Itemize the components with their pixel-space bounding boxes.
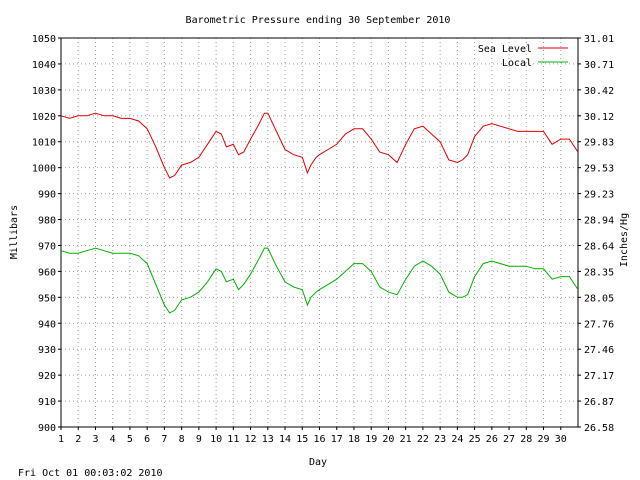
y2-tick-label: 28.64 xyxy=(584,241,614,252)
x-tick-label: 18 xyxy=(348,434,360,445)
x-tick-label: 29 xyxy=(538,434,550,445)
x-axis-ticks: 1 2 3 4 5 6 7 8 9 10 11 12 13 14 15 16 17 18 19 20 21 22 23 24 2… xyxy=(58,427,567,445)
chart-title: Barometric Pressure ending 30 September … xyxy=(186,15,451,26)
y-tick-label: 1000 xyxy=(32,164,56,175)
y-axis-label: Millibars xyxy=(9,205,20,259)
series-line-local xyxy=(60,247,579,314)
y2-axis-label: Inches/Hg xyxy=(619,213,630,267)
y2-tick-label: 30.12 xyxy=(584,112,614,123)
y-tick-label: 980 xyxy=(38,216,56,227)
series-layer xyxy=(60,112,579,314)
x-tick-label: 8 xyxy=(179,434,185,445)
y2-tick-label: 27.46 xyxy=(584,345,614,356)
y-tick-label: 940 xyxy=(38,319,56,330)
x-tick-label: 16 xyxy=(313,434,325,445)
x-tick-label: 25 xyxy=(469,434,481,445)
y-tick-label: 970 xyxy=(38,241,56,252)
y2-tick-label: 29.53 xyxy=(584,164,614,175)
y-tick-label: 920 xyxy=(38,371,56,382)
x-axis-label: Day xyxy=(309,457,327,468)
x-tick-label: 11 xyxy=(227,434,239,445)
y2-tick-label: 27.76 xyxy=(584,319,614,330)
y2-tick-label: 28.94 xyxy=(584,216,614,227)
legend-label-sea-level: Sea Level xyxy=(478,44,532,55)
x-tick-label: 14 xyxy=(279,434,291,445)
y-tick-label: 1010 xyxy=(32,138,56,149)
y2-tick-label: 26.58 xyxy=(584,423,614,434)
x-tick-label: 9 xyxy=(196,434,202,445)
x-tick-label: 21 xyxy=(400,434,412,445)
x-tick-label: 22 xyxy=(417,434,429,445)
x-tick-label: 15 xyxy=(296,434,308,445)
y2-tick-label: 27.17 xyxy=(584,371,614,382)
y2-tick-label: 28.05 xyxy=(584,293,614,304)
x-tick-label: 23 xyxy=(434,434,446,445)
y-tick-label: 1020 xyxy=(32,112,56,123)
y2-tick-label: 28.35 xyxy=(584,267,614,278)
x-tick-label: 26 xyxy=(486,434,498,445)
x-tick-label: 6 xyxy=(144,434,150,445)
x-tick-label: 24 xyxy=(451,434,463,445)
x-tick-label: 28 xyxy=(520,434,532,445)
plot-frame xyxy=(60,37,579,428)
y-tick-label: 910 xyxy=(38,397,56,408)
y-tick-label: 950 xyxy=(38,293,56,304)
x-tick-label: 19 xyxy=(365,434,377,445)
x-tick-label: 20 xyxy=(382,434,394,445)
y-tick-label: 960 xyxy=(38,267,56,278)
x-tick-label: 4 xyxy=(110,434,116,445)
y2-axis-ticks: 26.58 26.87 27.17 27.46 27.76 28.05 28.35 28.64… xyxy=(578,34,614,434)
x-tick-label: 2 xyxy=(75,434,81,445)
grid-lines xyxy=(61,38,578,427)
x-tick-label: 13 xyxy=(262,434,274,445)
x-tick-label: 30 xyxy=(555,434,567,445)
legend-label-local: Local xyxy=(502,58,532,69)
y2-tick-label: 30.42 xyxy=(584,86,614,97)
generated-timestamp: Fri Oct 01 00:03:02 2010 xyxy=(18,468,163,479)
x-tick-label: 1 xyxy=(58,434,64,445)
y-tick-label: 1030 xyxy=(32,86,56,97)
x-tick-label: 17 xyxy=(331,434,343,445)
x-tick-label: 7 xyxy=(161,434,167,445)
x-tick-label: 27 xyxy=(503,434,515,445)
y-tick-label: 990 xyxy=(38,190,56,201)
x-tick-label: 10 xyxy=(210,434,222,445)
x-tick-label: 12 xyxy=(245,434,257,445)
series-line-sea-level xyxy=(60,112,579,179)
x-tick-label: 3 xyxy=(92,434,98,445)
y-tick-label: 1050 xyxy=(32,34,56,45)
y-axis-ticks: 900 910 920 930 940 950 960 970 980 990 1000 1010 10… xyxy=(32,34,61,434)
y2-tick-label: 30.71 xyxy=(584,60,614,71)
y2-tick-label: 31.01 xyxy=(584,34,614,45)
y-tick-label: 1040 xyxy=(32,60,56,71)
y-tick-label: 930 xyxy=(38,345,56,356)
y2-tick-label: 29.23 xyxy=(584,190,614,201)
y2-tick-label: 29.83 xyxy=(584,138,614,149)
y2-tick-label: 26.87 xyxy=(584,397,614,408)
x-tick-label: 5 xyxy=(127,434,133,445)
legend: Sea Level Local xyxy=(478,44,568,69)
y-tick-label: 900 xyxy=(38,423,56,434)
